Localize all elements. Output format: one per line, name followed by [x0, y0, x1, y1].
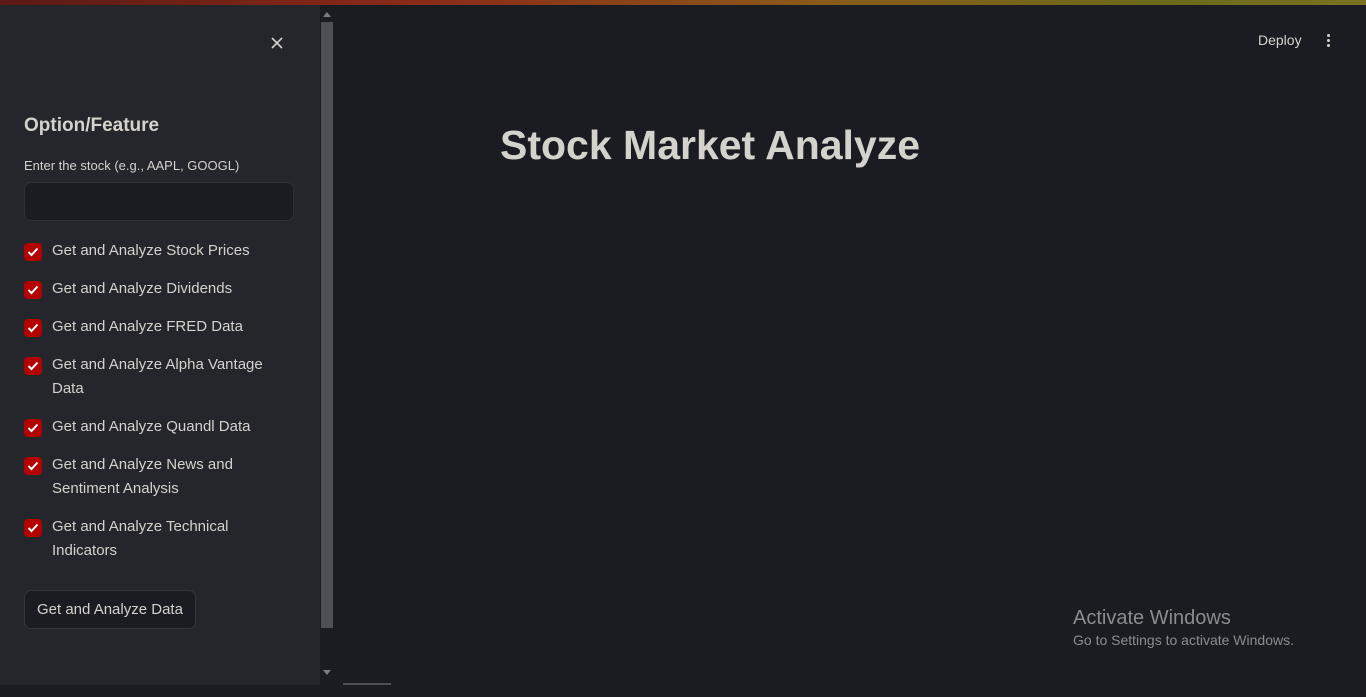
- horizontal-scrollbar-thumb[interactable]: [343, 683, 391, 685]
- checkbox-label: Get and Analyze News and Sentiment Analy…: [52, 456, 233, 497]
- checkbox-label: Get and Analyze FRED Data: [52, 318, 243, 335]
- main-menu-button[interactable]: [1318, 28, 1338, 52]
- close-sidebar-button[interactable]: [266, 32, 288, 54]
- close-icon: [271, 37, 283, 49]
- scroll-down-arrow-icon[interactable]: [323, 670, 331, 675]
- windows-activation-watermark: Activate Windows Go to Settings to activ…: [1073, 606, 1294, 650]
- checkbox-news-sentiment[interactable]: Get and Analyze News and Sentiment Analy…: [24, 455, 294, 501]
- checkbox-alpha-vantage[interactable]: Get and Analyze Alpha Vantage Data: [24, 355, 294, 401]
- watermark-title: Activate Windows: [1073, 607, 1231, 629]
- kebab-menu-dot: [1326, 43, 1330, 47]
- checkbox-checked-icon[interactable]: [24, 419, 42, 437]
- sidebar-scrollbar[interactable]: [320, 5, 334, 685]
- checkbox-dividends[interactable]: Get and Analyze Dividends: [24, 279, 294, 301]
- page-title: Stock Market Analyze: [500, 122, 921, 168]
- checkbox-label: Get and Analyze Alpha Vantage Data: [52, 356, 263, 397]
- checkbox-technical-indicators[interactable]: Get and Analyze Technical Indicators: [24, 517, 294, 563]
- checkbox-label: Get and Analyze Stock Prices: [52, 242, 250, 259]
- checkbox-label: Get and Analyze Quandl Data: [52, 418, 251, 435]
- checkbox-label: Get and Analyze Dividends: [52, 280, 233, 297]
- feature-checkbox-list: Get and Analyze Stock Prices Get and Ana…: [24, 241, 294, 579]
- checkbox-stock-prices[interactable]: Get and Analyze Stock Prices: [24, 241, 294, 263]
- sidebar-title: Option/Feature: [24, 115, 160, 136]
- checkbox-checked-icon[interactable]: [24, 457, 42, 475]
- watermark-subtitle: Go to Settings to activate Windows.: [1073, 632, 1294, 648]
- top-decoration-stripe: [0, 0, 1366, 5]
- bottom-bar: [0, 685, 1366, 697]
- kebab-menu-icon: [1326, 33, 1330, 37]
- deploy-button[interactable]: Deploy: [1258, 32, 1302, 48]
- sidebar: Option/Feature Enter the stock (e.g., AA…: [0, 5, 320, 685]
- scrollbar-thumb[interactable]: [321, 22, 333, 628]
- checkbox-fred-data[interactable]: Get and Analyze FRED Data: [24, 317, 294, 339]
- scroll-up-arrow-icon[interactable]: [323, 12, 331, 17]
- checkbox-checked-icon[interactable]: [24, 243, 42, 261]
- get-and-analyze-data-button[interactable]: Get and Analyze Data: [24, 590, 196, 629]
- stock-input[interactable]: [24, 182, 294, 221]
- checkbox-checked-icon[interactable]: [24, 281, 42, 299]
- checkbox-checked-icon[interactable]: [24, 519, 42, 537]
- stock-input-label: Enter the stock (e.g., AAPL, GOOGL): [24, 158, 240, 173]
- checkbox-checked-icon[interactable]: [24, 357, 42, 375]
- checkbox-label: Get and Analyze Technical Indicators: [52, 518, 229, 559]
- kebab-menu-dot: [1326, 38, 1330, 42]
- checkbox-quandl-data[interactable]: Get and Analyze Quandl Data: [24, 417, 294, 439]
- checkbox-checked-icon[interactable]: [24, 319, 42, 337]
